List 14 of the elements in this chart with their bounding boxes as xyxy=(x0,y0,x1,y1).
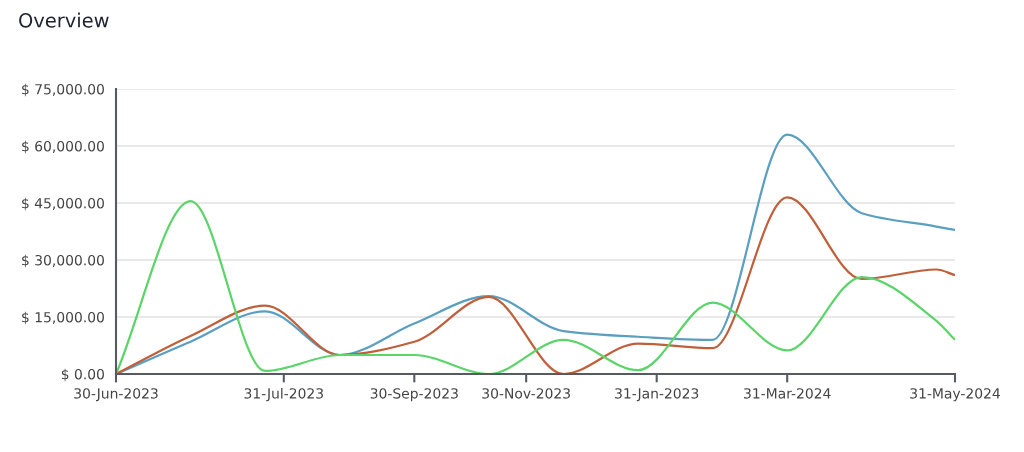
y-tick-label: $ 75,000.00 xyxy=(22,83,104,97)
x-tick-label: 30-Jun-2023 xyxy=(74,388,158,402)
y-tick-label: $ 15,000.00 xyxy=(22,311,104,325)
x-tick-label: 31-Mar-2024 xyxy=(744,388,831,399)
chart-title: Overview xyxy=(19,12,109,28)
x-tick-label: 30-Sep-2023 xyxy=(370,388,458,402)
y-tick-label: $ 45,000.00 xyxy=(22,197,104,211)
y-tick-label: $ 30,000.00 xyxy=(22,254,104,268)
x-tick-label: 31-Jul-2023 xyxy=(244,387,323,402)
x-tick-label: 31-Jan-2023 xyxy=(615,388,699,402)
y-tick-label: $ 60,000.00 xyxy=(22,140,104,154)
x-tick-label: 30-Nov-2023 xyxy=(482,388,570,399)
y-tick-label: $ 0.00 xyxy=(61,368,104,382)
x-tick-label: 31-May-2024 xyxy=(910,388,1000,402)
